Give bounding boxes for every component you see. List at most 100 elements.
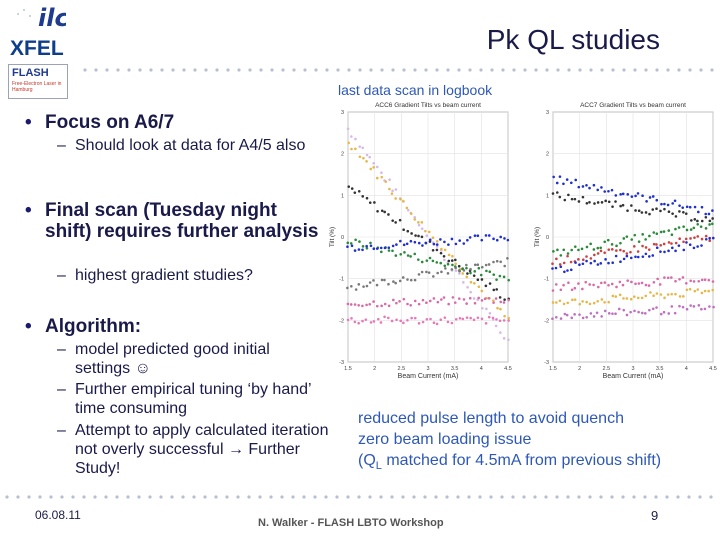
data-point <box>700 278 704 282</box>
data-point <box>615 244 618 248</box>
data-point <box>406 302 409 306</box>
bottom-caption-line-2: zero beam loading issue <box>358 431 532 448</box>
divider-dot <box>380 68 384 72</box>
data-point <box>637 282 641 285</box>
data-point <box>589 261 593 265</box>
data-point <box>629 250 632 254</box>
x-tick-label: 3 <box>631 366 634 372</box>
data-point <box>413 240 417 244</box>
data-point <box>682 240 685 244</box>
data-point <box>682 295 685 298</box>
data-point <box>685 241 688 244</box>
data-point <box>704 215 708 219</box>
data-point <box>388 187 391 191</box>
data-point <box>577 248 580 252</box>
data-point <box>502 319 506 322</box>
top-dotted-divider <box>83 68 714 72</box>
divider-dot <box>346 495 350 499</box>
data-point <box>562 283 565 287</box>
x-tick-label: 4 <box>685 366 688 372</box>
data-point <box>399 319 403 323</box>
data-point <box>559 254 563 257</box>
data-point <box>578 302 582 306</box>
y-tick-label: -3 <box>544 360 549 366</box>
data-point <box>439 238 442 241</box>
data-point <box>585 259 588 263</box>
divider-dot <box>709 495 713 499</box>
divider-dot <box>622 68 626 72</box>
data-point <box>358 240 361 243</box>
data-point <box>562 261 566 265</box>
divider-dot <box>335 495 339 499</box>
data-point <box>446 320 450 324</box>
divider-dot <box>390 495 394 499</box>
data-point <box>671 202 674 205</box>
data-point <box>488 270 492 273</box>
data-point <box>630 195 634 198</box>
data-point <box>420 260 424 264</box>
ql-q: (Q <box>358 452 376 469</box>
divider-dot <box>412 495 416 499</box>
data-point <box>350 284 353 288</box>
divider-dot <box>138 68 142 72</box>
data-point <box>503 314 506 318</box>
divider-dot <box>214 495 218 499</box>
data-point <box>409 239 413 243</box>
data-point <box>428 299 432 303</box>
data-point <box>685 205 689 209</box>
data-point <box>667 229 671 232</box>
divider-dot <box>357 495 361 499</box>
data-point <box>700 307 703 311</box>
data-point <box>409 255 412 258</box>
data-point <box>711 217 714 220</box>
y-axis-label: Tilt (%) <box>329 227 336 247</box>
data-point <box>409 278 413 282</box>
data-point <box>428 238 432 242</box>
data-point <box>555 257 558 261</box>
data-point <box>689 279 692 283</box>
data-point <box>551 301 555 304</box>
data-point <box>607 312 611 315</box>
data-point <box>692 305 696 308</box>
data-point <box>495 238 499 242</box>
data-point <box>502 337 506 340</box>
data-point <box>696 235 700 238</box>
divider-dot <box>182 68 186 72</box>
data-point <box>640 281 644 285</box>
data-point <box>607 248 611 251</box>
data-point <box>425 318 429 321</box>
data-point <box>375 304 379 308</box>
data-point <box>647 284 651 287</box>
data-point <box>409 303 412 307</box>
data-point <box>480 238 484 242</box>
data-point <box>619 193 622 196</box>
data-point <box>648 308 651 312</box>
data-point <box>477 296 480 300</box>
data-point <box>589 242 592 246</box>
data-point <box>707 212 711 216</box>
divider-dot <box>677 68 681 72</box>
data-point <box>484 263 488 267</box>
dash: – <box>57 137 66 154</box>
data-point <box>436 300 440 304</box>
data-point <box>708 219 712 223</box>
y-tick-label: 3 <box>341 110 344 116</box>
data-point <box>593 202 596 205</box>
data-point <box>485 307 488 311</box>
data-point <box>681 276 685 279</box>
divider-dot <box>391 68 395 72</box>
data-point <box>697 304 701 307</box>
data-point <box>562 302 566 306</box>
data-point <box>607 200 611 204</box>
data-point <box>689 228 693 231</box>
sub-bullet-3-3: – Attempt to apply calculated iteration … <box>57 421 330 478</box>
data-point <box>446 272 450 275</box>
data-point <box>593 253 596 257</box>
x-tick-label: 1.5 <box>549 366 557 372</box>
data-point <box>383 302 387 306</box>
series-7 <box>346 296 510 308</box>
bullet-1: • Focus on A6/7 <box>25 112 174 133</box>
data-point <box>644 238 647 241</box>
data-point <box>566 269 569 272</box>
divider-dot <box>247 495 251 499</box>
